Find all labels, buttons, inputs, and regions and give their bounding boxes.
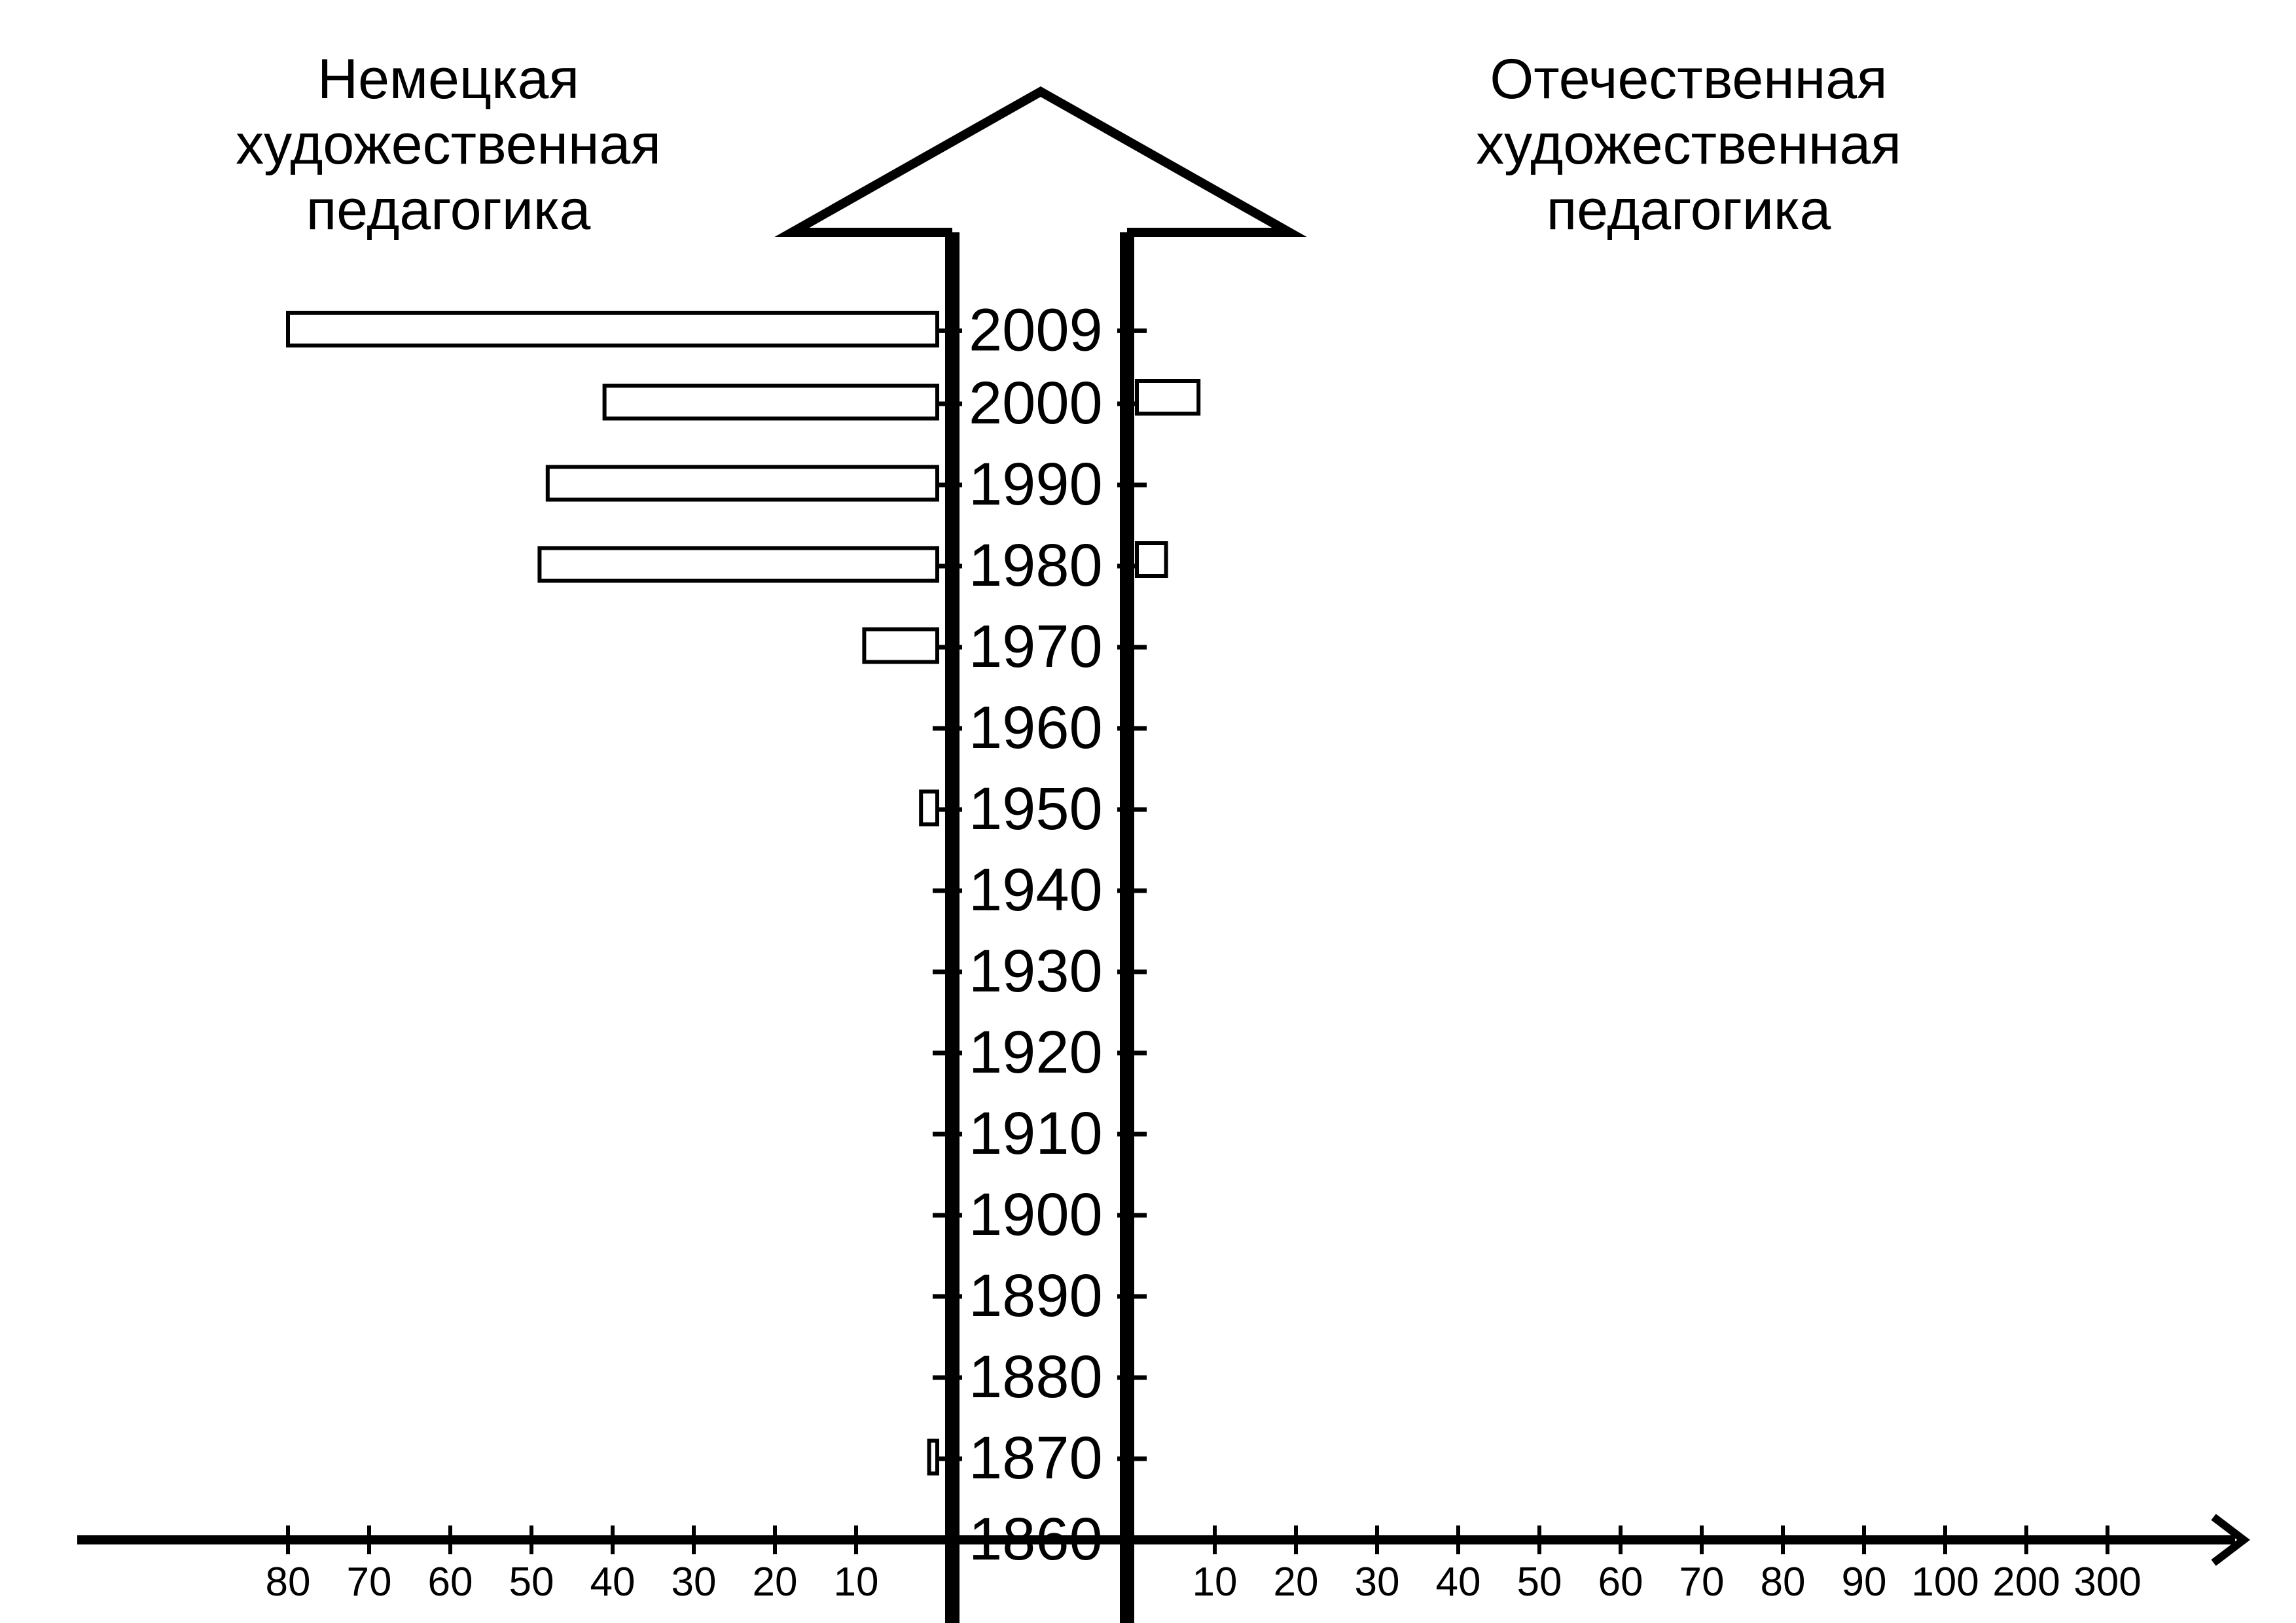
y-tick-label: 1970 [969,613,1103,680]
x-tick-label-right: 20 [1274,1560,1319,1605]
y-tick-label: 1930 [969,938,1103,1005]
x-tick-label-right: 80 [1761,1560,1806,1605]
y-tick-label: 1920 [969,1019,1103,1086]
bar-right-2000 [1135,379,1201,416]
y-tick-label: 1980 [969,532,1103,599]
x-axis-arrowhead [2211,1514,2250,1566]
right-title-line: Отечественная [1490,48,1887,111]
y-tick-label: 1880 [969,1344,1103,1410]
bar-left-1870 [927,1438,939,1476]
y-tick-label: 1940 [969,857,1103,923]
y-tick-label: 1990 [969,451,1103,518]
y-tick-label: 1890 [969,1262,1103,1329]
bar-left-1970 [862,627,940,664]
y-tick-label: 1960 [969,694,1103,761]
x-tick-label-left: 30 [672,1560,717,1605]
y-tick-label: 1910 [969,1100,1103,1167]
y-tick-label: 1860 [969,1506,1103,1573]
bar-left-1980 [537,546,939,583]
bar-left-2000 [602,383,939,421]
x-tick-label-left: 60 [428,1560,473,1605]
bar-right-1980 [1135,541,1168,578]
x-tick-label-right: 40 [1436,1560,1481,1605]
y-tick-label: 2000 [969,370,1103,437]
x-tick-label-right: 300 [2073,1560,2141,1605]
bar-left-1950 [919,789,939,827]
x-tick-label-right: 100 [1911,1560,1979,1605]
x-tick-label-left: 40 [590,1560,636,1605]
left-title-line: Немецкая [317,48,579,111]
x-tick-label-left: 70 [347,1560,392,1605]
x-tick-label-right: 200 [1992,1560,2060,1605]
x-tick-label-right: 70 [1679,1560,1725,1605]
x-tick-label-right: 90 [1842,1560,1887,1605]
x-tick-label-right: 10 [1193,1560,1238,1605]
x-tick-label-right: 50 [1517,1560,1562,1605]
left-title-line: художественная [236,113,661,176]
bar-left-1990 [545,465,939,502]
x-tick-label-right: 30 [1355,1560,1400,1605]
x-tick-label-left: 80 [266,1560,311,1605]
x-tick-label-left: 20 [753,1560,798,1605]
arrow-head [774,86,1307,237]
y-tick-label: 1870 [969,1425,1103,1491]
y-tick-label: 1950 [969,776,1103,842]
y-tick-label: 2009 [969,296,1103,363]
y-tick-label: 1900 [969,1181,1103,1248]
right-title-line: педагогика [1547,179,1831,241]
x-tick-label-left: 10 [834,1560,879,1605]
left-title-line: педагогика [306,179,591,241]
x-tick-label-left: 50 [509,1560,554,1605]
x-tick-label-right: 60 [1598,1560,1643,1605]
right-title-line: художественная [1476,113,1901,176]
bar-left-2009 [286,310,939,348]
